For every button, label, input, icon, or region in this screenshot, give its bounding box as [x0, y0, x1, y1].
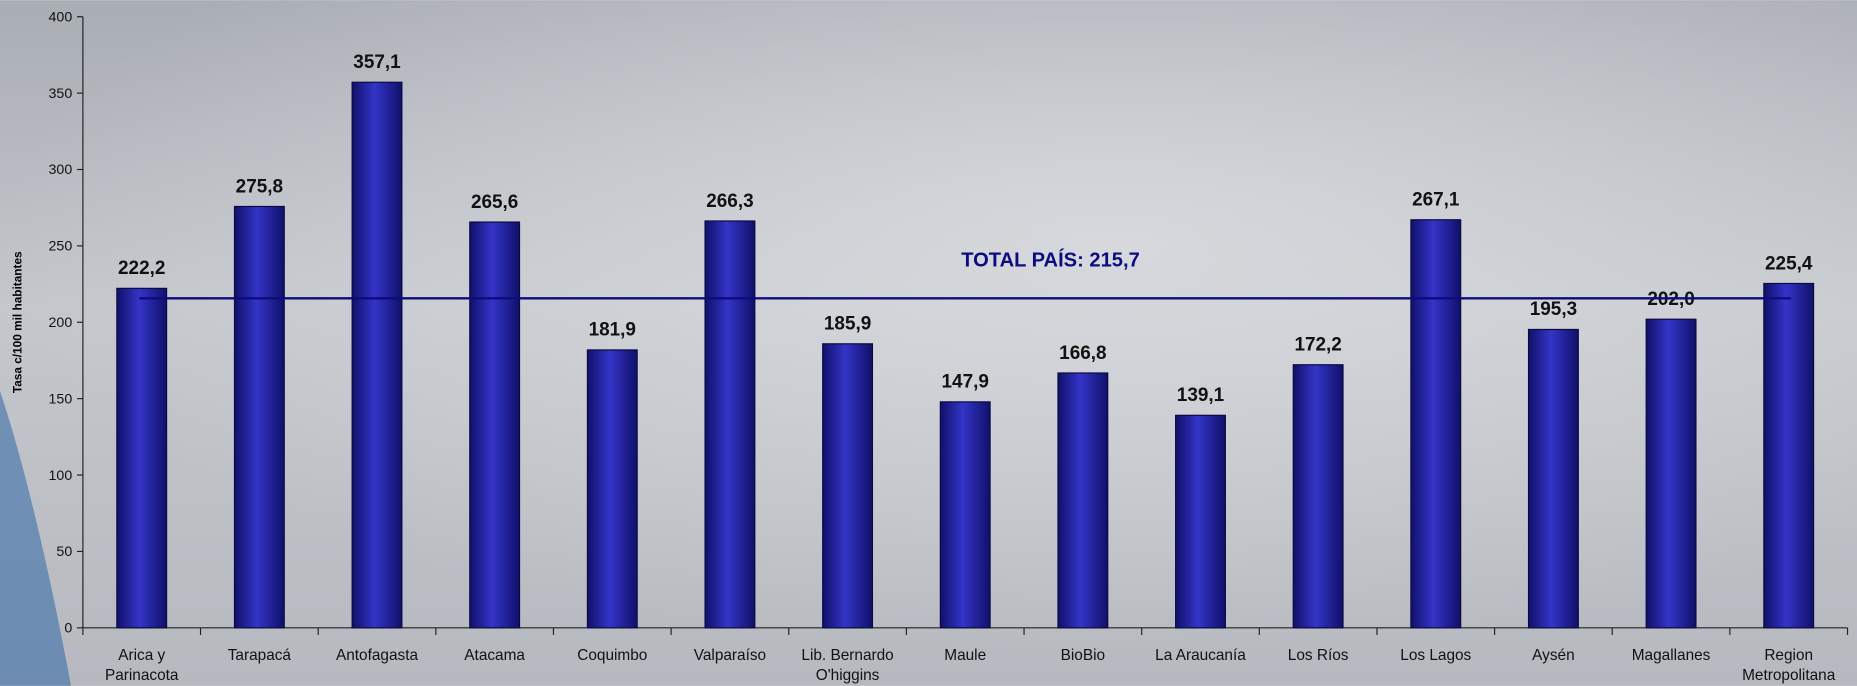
background-shape: [0, 390, 72, 686]
value-label: 267,1: [1412, 190, 1459, 211]
bar: [1645, 318, 1697, 629]
value-label: 357,1: [353, 52, 400, 73]
value-label: 266,3: [706, 191, 753, 212]
bar: [116, 287, 168, 629]
x-tick-label: BioBio: [1061, 647, 1105, 664]
x-tick-label: Antofagasta: [336, 647, 419, 664]
x-tick-label: Coquimbo: [577, 647, 647, 664]
value-label: 202,0: [1647, 289, 1694, 310]
value-label: 225,4: [1765, 253, 1813, 274]
bar: [1527, 328, 1579, 629]
bar: [1057, 372, 1109, 629]
bar: [1410, 219, 1462, 629]
bar: [822, 343, 874, 629]
bar: [704, 220, 756, 629]
x-tick-label: Magallanes: [1632, 647, 1711, 664]
value-label: 166,8: [1059, 343, 1106, 364]
value-label: 275,8: [236, 176, 283, 197]
value-label: 181,9: [589, 320, 636, 341]
y-axis-label: Tasa c/100 mil habitantes: [10, 251, 24, 393]
y-tick-label: 50: [56, 544, 72, 560]
x-tick-label: Tarapacá: [228, 647, 292, 664]
x-tick-label: Region Metropolitana: [1742, 647, 1836, 684]
value-label: 222,2: [118, 258, 165, 279]
x-tick-label: Los Lagos: [1400, 647, 1471, 664]
y-tick-label: 300: [49, 162, 73, 178]
x-tick-label: Lib. Bernardo O'higgins: [801, 647, 893, 684]
x-tick-label: Maule: [944, 647, 986, 664]
x-tick-label: Aysén: [1532, 647, 1574, 664]
bar: [586, 349, 638, 629]
value-label: 195,3: [1530, 299, 1577, 320]
value-label: 265,6: [471, 192, 518, 213]
y-tick-label: 350: [49, 86, 73, 102]
bar: [1292, 364, 1344, 629]
reference-label: TOTAL PAÍS: 215,7: [961, 248, 1140, 271]
value-label: 139,1: [1177, 385, 1224, 406]
bar: [233, 205, 285, 629]
y-tick-label: 0: [64, 621, 72, 637]
y-tick-label: 400: [49, 9, 73, 25]
bar: [1763, 282, 1815, 629]
value-label: 172,2: [1294, 335, 1341, 356]
y-tick-label: 250: [49, 239, 73, 255]
x-tick-label: Los Ríos: [1288, 647, 1349, 664]
y-tick-label: 150: [49, 391, 73, 407]
bar: [1175, 414, 1226, 629]
x-tick-label: Arica y Parinacota: [105, 647, 179, 684]
x-tick-label: La Araucanía: [1155, 647, 1246, 664]
x-tick-label: Valparaíso: [694, 647, 766, 664]
bar: [469, 221, 521, 629]
value-label: 147,9: [942, 372, 989, 393]
x-tick-label: Atacama: [464, 647, 525, 664]
bar: [939, 401, 991, 629]
bar: [351, 81, 403, 629]
y-tick-label: 200: [49, 315, 73, 331]
value-label: 185,9: [824, 314, 871, 335]
y-tick-label: 100: [49, 468, 73, 484]
